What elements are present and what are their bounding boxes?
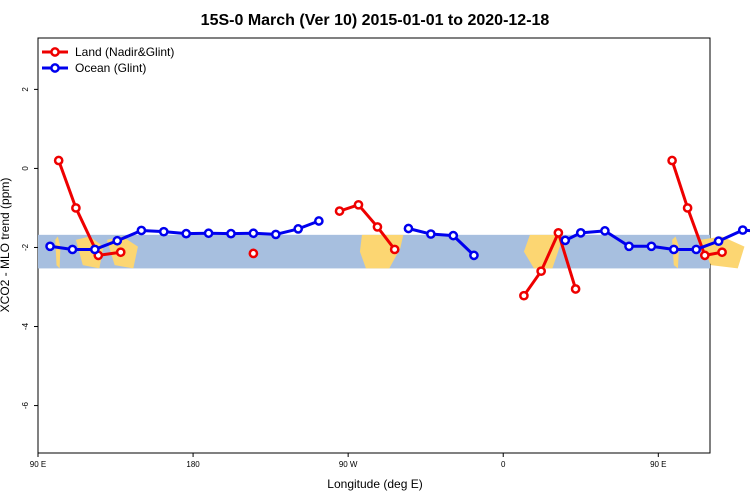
series-line (408, 227, 475, 257)
series-layer (45, 155, 750, 301)
data-point (403, 223, 414, 234)
data-point (158, 226, 169, 237)
data-point (668, 244, 679, 255)
legend-marker (50, 47, 60, 57)
data-point (469, 250, 479, 261)
data-point (181, 228, 192, 239)
data-point (560, 235, 571, 246)
data-point (624, 241, 634, 252)
data-point (314, 216, 324, 226)
legend-marker (50, 63, 60, 73)
data-point (248, 248, 259, 259)
series-line (522, 231, 578, 297)
x-axis-label: Longitude (deg E) (327, 477, 422, 491)
data-point (553, 228, 564, 238)
y-tick-label: 2 (21, 87, 30, 92)
data-point (372, 222, 383, 232)
data-point (115, 247, 126, 258)
series-land (53, 155, 727, 301)
x-tick-label: 90 E (30, 460, 46, 469)
data-point (575, 228, 586, 238)
data-point (691, 244, 702, 255)
data-point (646, 241, 657, 252)
chart-title: 15S-0 March (Ver 10) 2015-01-01 to 2020-… (201, 12, 550, 29)
x-tick-label: 0 (501, 460, 506, 469)
data-point (682, 203, 693, 213)
legend-label: Ocean (Glint) (75, 61, 146, 75)
data-point (53, 155, 64, 166)
data-point (293, 224, 304, 234)
data-point (426, 229, 436, 239)
land-shape (55, 236, 61, 269)
legend-label: Land (Nadir&Glint) (75, 45, 174, 59)
data-point (112, 235, 123, 246)
y-tick-label: -6 (21, 401, 30, 409)
series-ocean (45, 216, 750, 261)
data-point (600, 226, 610, 236)
legend: Land (Nadir&Glint) Ocean (Glint) (42, 45, 174, 75)
data-point (334, 206, 345, 216)
data-point (248, 228, 259, 239)
data-point (448, 230, 459, 241)
data-point (270, 229, 281, 240)
data-point (67, 244, 78, 255)
y-axis-label: XCO2 - MLO trend (ppm) (0, 178, 12, 313)
data-point (353, 199, 364, 210)
data-point (389, 244, 400, 255)
data-point (203, 228, 214, 239)
series-line (670, 160, 723, 257)
data-point (136, 225, 147, 236)
y-tick-label: 0 (21, 166, 30, 171)
y-tick-label: -4 (21, 322, 30, 330)
x-tick-label: 90 E (650, 460, 666, 469)
data-point (737, 225, 748, 235)
data-point (713, 236, 724, 247)
x-tick-label: 90 W (339, 460, 358, 469)
data-point (570, 284, 581, 294)
map-band (38, 234, 745, 269)
data-point (90, 244, 100, 255)
series-line (339, 203, 396, 251)
series-line (57, 160, 121, 257)
y-axis-ticks: 2 0 -2 -4 -6 (21, 87, 38, 409)
data-point (536, 266, 546, 277)
data-point (699, 250, 710, 261)
data-point (226, 228, 236, 239)
land-shape (359, 234, 404, 269)
data-point (71, 203, 81, 213)
series-line (564, 228, 750, 251)
y-tick-label: -2 (21, 243, 30, 251)
x-tick-label: 180 (186, 460, 200, 469)
land-shape (523, 234, 561, 269)
data-point (45, 241, 55, 252)
data-point (667, 155, 677, 166)
data-point (717, 247, 727, 258)
data-point (519, 290, 529, 301)
land-shape (75, 236, 104, 269)
